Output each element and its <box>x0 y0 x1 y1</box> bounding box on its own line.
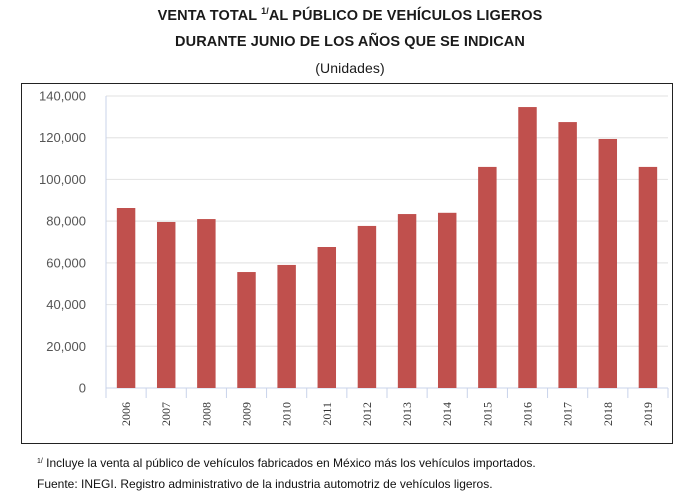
x-tick-label: 2019 <box>641 402 655 426</box>
x-axis-tick-labels: 2006 2007 2008 2009 2010 2011 2012 2013 2014 2015… <box>119 402 655 426</box>
x-tick-label: 2011 <box>320 402 334 426</box>
bar-2009 <box>237 272 256 388</box>
x-tick-label: 2015 <box>480 402 494 426</box>
title-footnote-marker: 1/ <box>261 6 269 16</box>
bar-2006 <box>116 208 136 388</box>
bar-2013 <box>397 214 417 388</box>
x-tick-label: 2014 <box>440 402 454 426</box>
bar-2011 <box>317 247 337 388</box>
x-tick-label: 2017 <box>561 402 575 426</box>
bars <box>116 107 658 389</box>
chart-frame <box>21 83 673 444</box>
x-tick-label: 2009 <box>240 402 254 426</box>
footnote-marker: 1/ <box>37 458 43 465</box>
bar-2007 <box>156 221 176 388</box>
bar-2019 <box>638 166 658 388</box>
y-tick-label: 120,000 <box>39 130 86 145</box>
bar-2018 <box>598 138 618 388</box>
chart-title-line-1: VENTA TOTAL 1/AL PÚBLICO DE VEHÍCULOS LI… <box>0 6 700 24</box>
x-tick-label: 2012 <box>360 402 374 426</box>
gridlines <box>106 95 668 347</box>
y-tick-label: 80,000 <box>46 214 86 229</box>
bar-2008 <box>197 219 216 388</box>
y-tick-label: 100,000 <box>39 172 86 187</box>
y-tick-label: 140,000 <box>39 89 86 104</box>
axes <box>105 96 669 398</box>
y-tick-label: 20,000 <box>46 339 86 354</box>
x-tick-label: 2006 <box>119 402 133 426</box>
footnote-text: Incluye la venta al público de vehículos… <box>42 456 536 470</box>
x-tick-label: 2013 <box>400 402 414 426</box>
chart-title-line-2: DURANTE JUNIO DE LOS AÑOS QUE SE INDICAN <box>175 34 525 50</box>
x-tick-label: 2010 <box>280 402 294 426</box>
bar-2017 <box>558 122 577 389</box>
title-suffix: AL PÚBLICO DE VEHÍCULOS LIGEROS <box>268 8 543 24</box>
y-tick-label: 60,000 <box>46 255 86 270</box>
bar-2015 <box>478 166 497 388</box>
x-tick-label: 2007 <box>159 402 173 426</box>
x-tick-label: 2018 <box>601 402 615 426</box>
y-tick-label: 40,000 <box>46 297 86 312</box>
y-tick-label: 0 <box>79 381 86 396</box>
bar-2010 <box>277 264 296 388</box>
x-tick-label: 2016 <box>521 402 535 426</box>
bar-2016 <box>518 107 537 388</box>
x-tick-label: 2008 <box>199 402 213 426</box>
title-prefix: VENTA TOTAL <box>157 8 262 24</box>
y-axis-tick-labels: 0 20,000 40,000 60,000 80,000 100,000 120,000 1… <box>39 89 86 396</box>
bar-2014 <box>437 212 457 388</box>
footnote-1: 1/ Incluye la venta al público de vehícu… <box>37 456 536 470</box>
chart-subtitle-units: (Unidades) <box>315 60 385 76</box>
bar-2012 <box>357 225 377 388</box>
source-note: Fuente: INEGI. Registro administrativo d… <box>37 477 493 491</box>
